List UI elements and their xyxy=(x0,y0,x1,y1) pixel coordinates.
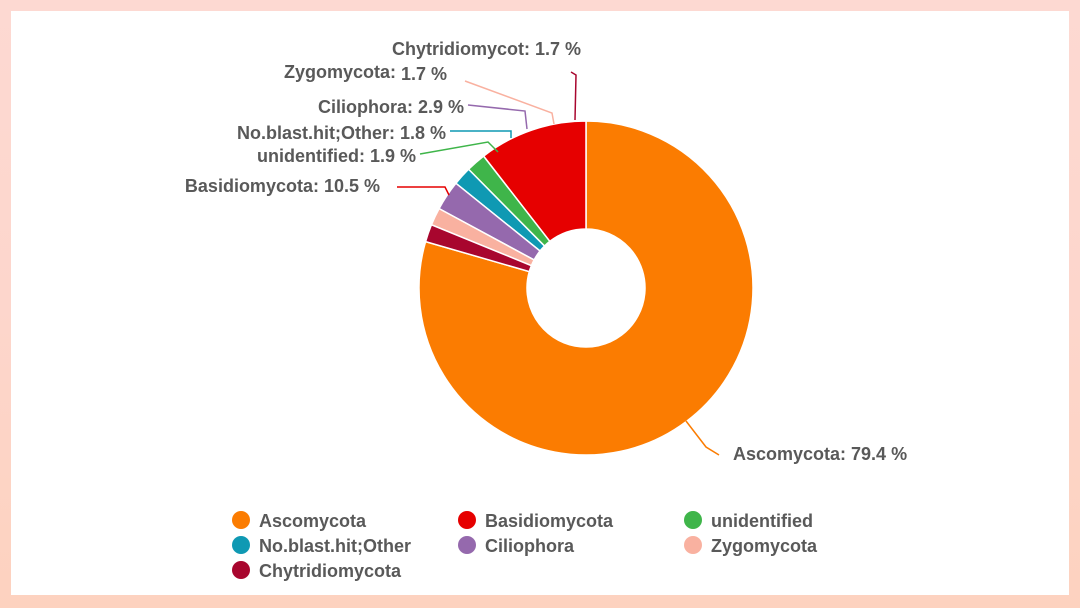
legend-label-no-blast-hit-other: No.blast.hit;Other xyxy=(259,536,411,556)
data-label-zygomycota-name: Zygomycota: xyxy=(284,62,396,82)
leader-line-ascomycota xyxy=(685,420,720,456)
donut-chart: Ascomycota: 79.4 % Basidiomycota: 10.5 % u… xyxy=(185,39,907,581)
data-label-ciliophora: Ciliophora: 2.9 % xyxy=(318,97,464,117)
legend-label-ciliophora: Ciliophora xyxy=(485,536,575,556)
legend-marker-ascomycota xyxy=(232,511,250,529)
leader-line-basidiomycota xyxy=(397,186,450,196)
leader-line-ciliophora xyxy=(467,104,528,130)
data-label-chytridiomycota: Chytridiomycot: 1.7 % xyxy=(392,39,581,59)
legend-marker-no-blast-hit-other xyxy=(232,536,250,554)
leader-line-group xyxy=(397,71,720,456)
slice-chytridiomycota xyxy=(424,223,533,273)
legend-label-basidiomycota: Basidiomycota xyxy=(485,511,614,531)
legend-marker-ciliophora xyxy=(458,536,476,554)
slice-ascomycota xyxy=(418,120,754,456)
legend-marker-unidentified xyxy=(684,511,702,529)
legend-label-chytridiomycota: Chytridiomycota xyxy=(259,561,402,581)
leader-line-chytridiomycota xyxy=(570,71,577,121)
legend-label-unidentified: unidentified xyxy=(711,511,813,531)
data-label-zygomycota-value: 1.7 % xyxy=(401,64,447,84)
data-label-unidentified: unidentified: 1.9 % xyxy=(257,146,416,166)
slice-group xyxy=(418,120,754,456)
slice-basidiomycota xyxy=(482,120,587,243)
legend-marker-zygomycota xyxy=(684,536,702,554)
data-label-ascomycota: Ascomycota: 79.4 % xyxy=(733,444,907,464)
leader-line-no-blast-hit-other xyxy=(450,130,512,138)
slice-ciliophora xyxy=(438,182,542,261)
chart-panel: Ascomycota: 79.4 % Basidiomycota: 10.5 % u… xyxy=(11,11,1069,595)
legend: Ascomycota Basidiomycota unidentified No.bl… xyxy=(232,511,818,581)
data-label-basidiomycota: Basidiomycota: 10.5 % xyxy=(185,176,380,196)
legend-marker-chytridiomycota xyxy=(232,561,250,579)
leader-line-zygomycota xyxy=(464,80,555,125)
legend-marker-basidiomycota xyxy=(458,511,476,529)
legend-label-zygomycota: Zygomycota xyxy=(711,536,818,556)
leader-line-unidentified xyxy=(419,141,499,155)
data-label-group: Ascomycota: 79.4 % Basidiomycota: 10.5 % u… xyxy=(185,39,907,464)
legend-label-ascomycota: Ascomycota xyxy=(259,511,367,531)
data-label-no-blast-hit-other: No.blast.hit;Other: 1.8 % xyxy=(237,123,446,143)
